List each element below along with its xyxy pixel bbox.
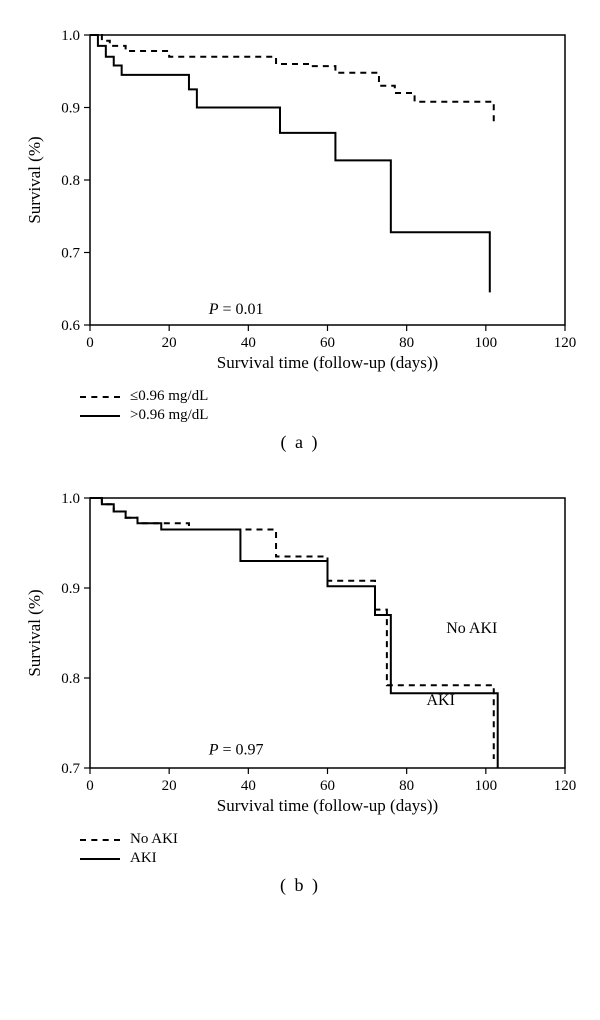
svg-text:80: 80 [399,335,414,351]
solid-swatch [80,415,120,417]
panel-b-label: ( b ) [20,875,580,896]
svg-text:20: 20 [162,335,177,351]
svg-text:Survival time (follow-up (days: Survival time (follow-up (days)) [217,353,438,372]
svg-text:0: 0 [86,335,94,351]
svg-text:Survival (%): Survival (%) [25,136,44,223]
svg-text:0.7: 0.7 [61,761,80,777]
svg-text:20: 20 [162,778,177,794]
solid-swatch [80,858,120,860]
svg-text:0: 0 [86,778,94,794]
svg-text:0.8: 0.8 [61,671,80,687]
legend-b-1: AKI [130,850,157,867]
legend-a: ≤0.96 mg/dL >0.96 mg/dL [80,388,580,424]
svg-text:P = 0.01: P = 0.01 [208,301,264,318]
legend-a-0: ≤0.96 mg/dL [130,388,208,405]
svg-text:Survival time (follow-up (days: Survival time (follow-up (days)) [217,796,438,815]
svg-text:80: 80 [399,778,414,794]
svg-text:1.0: 1.0 [61,491,80,507]
svg-text:AKI: AKI [426,692,454,709]
svg-text:0.9: 0.9 [61,101,80,117]
svg-text:120: 120 [554,778,577,794]
svg-text:0.9: 0.9 [61,581,80,597]
svg-text:40: 40 [241,335,256,351]
svg-text:60: 60 [320,778,335,794]
svg-text:0.7: 0.7 [61,246,80,262]
svg-text:40: 40 [241,778,256,794]
legend-b: No AKI AKI [80,831,580,867]
svg-text:0.8: 0.8 [61,173,80,189]
panel-a-label: ( a ) [20,432,580,453]
dash-swatch [80,396,120,398]
dash-swatch [80,839,120,841]
svg-text:120: 120 [554,335,577,351]
svg-text:60: 60 [320,335,335,351]
svg-text:P = 0.97: P = 0.97 [208,742,264,759]
svg-text:100: 100 [475,335,498,351]
panel-b: 0 20 40 60 80 100 120 0.7 0.8 0.9 1.0 Survival time… [20,483,580,896]
svg-text:100: 100 [475,778,498,794]
legend-b-0: No AKI [130,831,178,848]
svg-text:0.6: 0.6 [61,318,80,334]
svg-text:1.0: 1.0 [61,28,80,44]
svg-text:Survival (%): Survival (%) [25,589,44,676]
panel-a: 0 20 40 60 80 100 120 0.6 0.7 0.8 0.9 1.0 Survival t… [20,20,580,453]
chart-a-svg: 0 20 40 60 80 100 120 0.6 0.7 0.8 0.9 1.0 Survival t… [20,20,580,380]
chart-b-svg: 0 20 40 60 80 100 120 0.7 0.8 0.9 1.0 Survival time… [20,483,580,823]
svg-text:No AKI: No AKI [446,620,497,637]
legend-a-1: >0.96 mg/dL [130,407,208,424]
